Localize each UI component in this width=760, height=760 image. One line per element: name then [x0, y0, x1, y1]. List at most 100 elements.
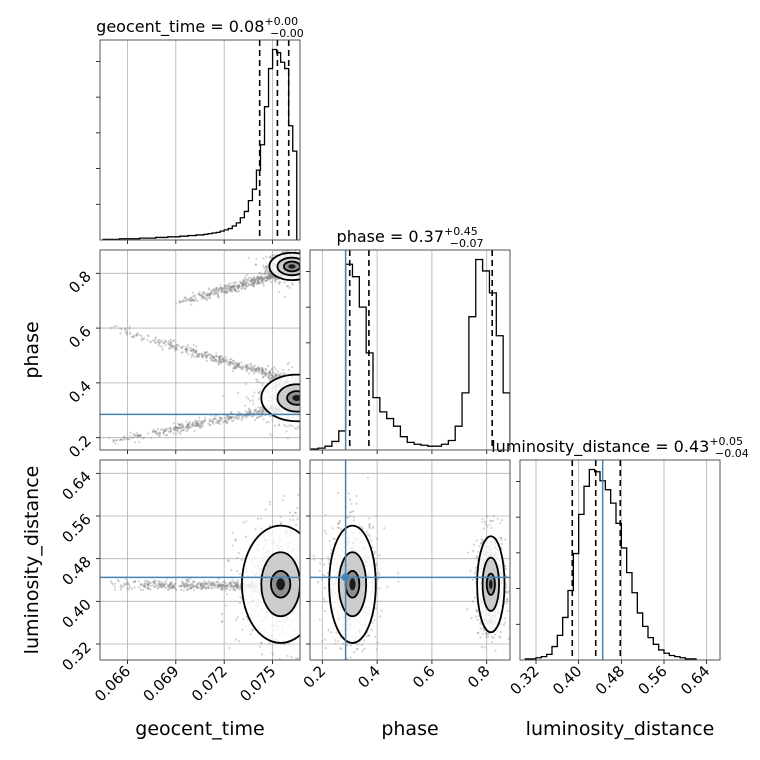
scatter-point — [245, 284, 248, 287]
scatter-point — [305, 384, 307, 386]
scatter-point — [174, 425, 177, 428]
scatter-point — [288, 250, 291, 252]
contour-line — [268, 251, 300, 282]
scatter-point — [254, 280, 257, 283]
scatter-point — [264, 269, 267, 273]
scatter-point — [232, 362, 235, 366]
scatter-point — [367, 634, 370, 637]
scatter-point — [230, 416, 233, 419]
scatter-point — [245, 281, 248, 284]
scatter-point — [305, 267, 307, 269]
scatter-point — [204, 582, 207, 585]
scatter-point — [268, 256, 271, 259]
scatter-point — [215, 421, 218, 424]
scatter-point — [231, 544, 234, 547]
scatter-point — [306, 430, 308, 432]
scatter-point — [170, 586, 173, 590]
scatter-point — [204, 418, 207, 422]
scatter-point — [204, 354, 207, 357]
scatter-point — [225, 421, 228, 424]
scatter-point — [159, 584, 162, 587]
scatter-point — [262, 370, 265, 373]
scatter-point — [254, 528, 257, 531]
scatter-point — [303, 379, 305, 381]
density-core — [292, 394, 300, 402]
scatter-point — [240, 287, 243, 290]
scatter-point — [206, 292, 209, 295]
scatter-point — [323, 529, 326, 532]
scatter-point — [244, 283, 247, 286]
scatter-point — [277, 278, 280, 281]
scatter-point — [196, 421, 199, 424]
scatter-point — [193, 350, 196, 353]
scatter-point — [352, 662, 354, 664]
scatter-point — [481, 632, 484, 635]
scatter-point — [248, 408, 251, 411]
scatter-point — [241, 628, 244, 631]
scatter-point — [235, 365, 238, 368]
scatter-point — [215, 287, 218, 290]
scatter-point — [248, 372, 251, 375]
scatter-point — [218, 417, 222, 420]
scatter-point — [245, 414, 249, 418]
scatter-point — [218, 362, 221, 365]
scatter-point — [251, 395, 255, 398]
scatter-point — [252, 280, 255, 283]
scatter-point — [507, 637, 510, 641]
scatter-point — [321, 573, 324, 576]
scatter-point — [273, 376, 276, 379]
scatter-point — [303, 569, 305, 571]
scatter-point — [145, 582, 148, 585]
scatter-point — [220, 417, 224, 420]
scatter-point — [174, 581, 177, 585]
scatter-point — [304, 270, 306, 272]
scatter-point — [256, 369, 259, 372]
scatter-point — [176, 426, 179, 430]
scatter-point — [205, 581, 208, 584]
scatter-point — [209, 292, 212, 295]
scatter-point — [230, 290, 233, 293]
scatter-point — [209, 353, 212, 356]
scatter-point — [249, 409, 252, 412]
scatter-point — [227, 283, 231, 286]
scatter-point — [217, 296, 220, 299]
scatter-point — [179, 430, 182, 433]
scatter-point — [265, 255, 268, 259]
scatter-point — [165, 427, 168, 431]
scatter-point — [230, 416, 234, 419]
scatter-point — [296, 657, 300, 660]
scatter-point — [233, 584, 236, 587]
scatter-point — [216, 586, 219, 589]
scatter-point — [191, 295, 194, 298]
scatter-point — [360, 526, 363, 529]
scatter-point — [267, 274, 271, 277]
scatter-point — [203, 582, 207, 585]
scatter-point — [291, 283, 294, 286]
scatter-point — [269, 373, 272, 377]
scatter-point — [211, 418, 214, 421]
scatter-point — [334, 639, 337, 642]
scatter-point — [212, 355, 215, 359]
scatter-point — [230, 583, 233, 586]
histogram-geocent-time — [102, 48, 298, 240]
scatter-point — [301, 385, 303, 387]
scatter-point — [303, 422, 305, 424]
scatter-point — [368, 523, 372, 526]
scatter-point — [283, 423, 286, 427]
scatter-point — [272, 276, 276, 279]
scatter-point — [248, 283, 251, 286]
scatter-point — [305, 261, 307, 263]
scatter-point — [184, 429, 187, 432]
scatter-point — [301, 270, 303, 272]
scatter-point — [180, 351, 183, 354]
scatter-point — [302, 263, 304, 265]
scatter-point — [254, 378, 258, 381]
scatter-point — [217, 355, 220, 358]
scatter-point — [193, 424, 196, 428]
scatter-point — [238, 362, 241, 366]
scatter-point — [284, 425, 287, 428]
scatter-point — [168, 584, 171, 587]
scatter-point — [126, 583, 129, 586]
scatter-point — [195, 423, 198, 427]
scatter-point — [246, 366, 249, 369]
